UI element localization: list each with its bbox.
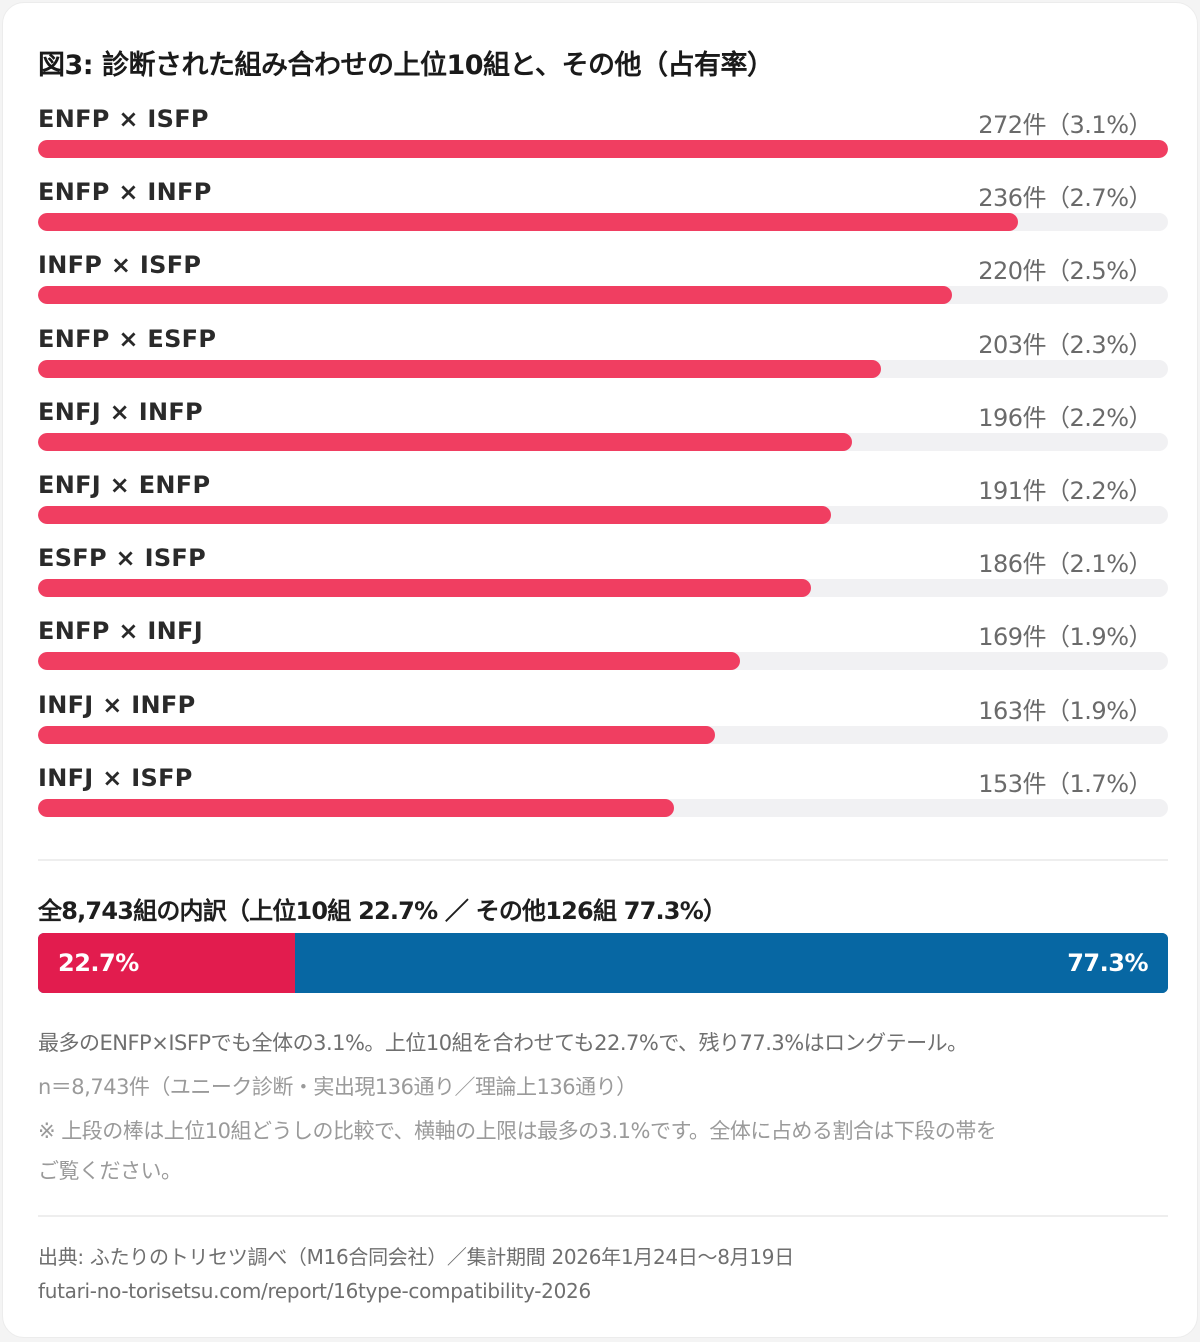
bar-category-label: ENFP × ISFP — [38, 105, 209, 133]
bar-value-label: 153件（1.7%） — [978, 769, 1152, 798]
bar-track — [38, 798, 1168, 817]
bar-category-label: INFJ × ISFP — [38, 763, 193, 792]
chart-title: 図3: 診断された組み合わせの上位10組と、その他（占有率） — [38, 50, 774, 81]
bar — [38, 213, 1019, 232]
breakdown-title: 全8,743組の内訳（上位10組 22.7% ／ その他126組 77.3%） — [38, 897, 727, 925]
bar — [38, 652, 741, 671]
bar-value-label: 186件（2.1%） — [978, 550, 1152, 579]
axis-note-continued: ご覧ください。 — [38, 1159, 182, 1183]
bar-track — [38, 579, 1168, 598]
bar — [38, 798, 674, 817]
bar-value-label: 272件（3.1%） — [978, 111, 1152, 139]
bar-value-label: 196件（2.2%） — [978, 403, 1152, 432]
bar-row: ENFJ × INFP 196件（2.2%） — [38, 398, 1168, 458]
bar-track — [38, 652, 1168, 671]
bar-category-label: ENFP × INFJ — [38, 617, 203, 646]
bar-track — [38, 725, 1168, 744]
bar-row: ENFP × INFP 236件（2.7%） — [38, 178, 1168, 238]
bar-row: INFJ × INFP 163件（1.9%） — [38, 691, 1168, 751]
bar-track — [38, 359, 1168, 378]
bar — [38, 725, 716, 744]
top10-share-label: 22.7% — [58, 949, 139, 977]
top10-segment — [38, 933, 295, 993]
bar-category-label: INFJ × INFP — [38, 690, 196, 719]
bar-value-label: 191件（2.2%） — [978, 477, 1152, 505]
bar — [38, 506, 832, 524]
bar — [38, 140, 1168, 158]
bar-row: ENFJ × ENFP 191件（2.2%） — [38, 471, 1168, 531]
bar-category-label: INFP × ISFP — [38, 251, 202, 280]
others-segment — [294, 933, 1168, 993]
bar-track — [38, 213, 1168, 232]
divider — [38, 859, 1168, 861]
bar-category-label: ENFJ × INFP — [38, 397, 203, 426]
source-url: futari-no-torisetsu.com/report/16type-co… — [38, 1279, 591, 1303]
bar-value-label: 163件（1.9%） — [978, 696, 1152, 725]
others-share-label: 77.3% — [1067, 949, 1148, 977]
bar-category-label: ENFJ × ENFP — [38, 471, 211, 499]
bar-track — [38, 506, 1168, 524]
sample-size-note: n＝8,743件（ユニーク診断・実出現136通り／理論上136通り） — [38, 1075, 637, 1099]
bar-category-label: ENFP × ESFP — [38, 324, 217, 353]
bar-track — [38, 432, 1168, 451]
share-stacked-bar: 22.7% 77.3% — [38, 933, 1168, 993]
bar-row: INFJ × ISFP 153件（1.7%） — [38, 764, 1168, 824]
bar-category-label: ENFP × INFP — [38, 178, 212, 207]
bar-value-label: 220件（2.5%） — [978, 257, 1152, 286]
bar-value-label: 169件（1.9%） — [978, 623, 1152, 652]
bar — [38, 432, 853, 451]
bar-value-label: 203件（2.3%） — [978, 330, 1152, 359]
bar-value-label: 236件（2.7%） — [978, 184, 1152, 213]
axis-note: ※ 上段の棒は上位10組どうしの比較で、横軸の上限は最多の3.1%です。全体に占… — [38, 1119, 997, 1143]
bar-track — [38, 140, 1168, 158]
bar-category-label: ESFP × ISFP — [38, 544, 206, 573]
bar-row: ENFP × ISFP 272件（3.1%） — [38, 105, 1168, 165]
source-text: 出典: ふたりのトリセツ調べ（M16合同会社）／集計期間 2026年1月24日〜… — [38, 1245, 794, 1269]
bar — [38, 286, 952, 305]
bar-row: ESFP × ISFP 186件（2.1%） — [38, 544, 1168, 604]
divider — [38, 1215, 1168, 1217]
bar-row: INFP × ISFP 220件（2.5%） — [38, 251, 1168, 311]
bar — [38, 579, 811, 598]
bar-row: ENFP × INFJ 169件（1.9%） — [38, 617, 1168, 677]
bar-track — [38, 286, 1168, 305]
summary-note: 最多のENFP×ISFPでも全体の3.1%。上位10組を合わせても22.7%で、… — [38, 1031, 968, 1055]
bar — [38, 359, 882, 378]
bar-row: ENFP × ESFP 203件（2.3%） — [38, 325, 1168, 385]
